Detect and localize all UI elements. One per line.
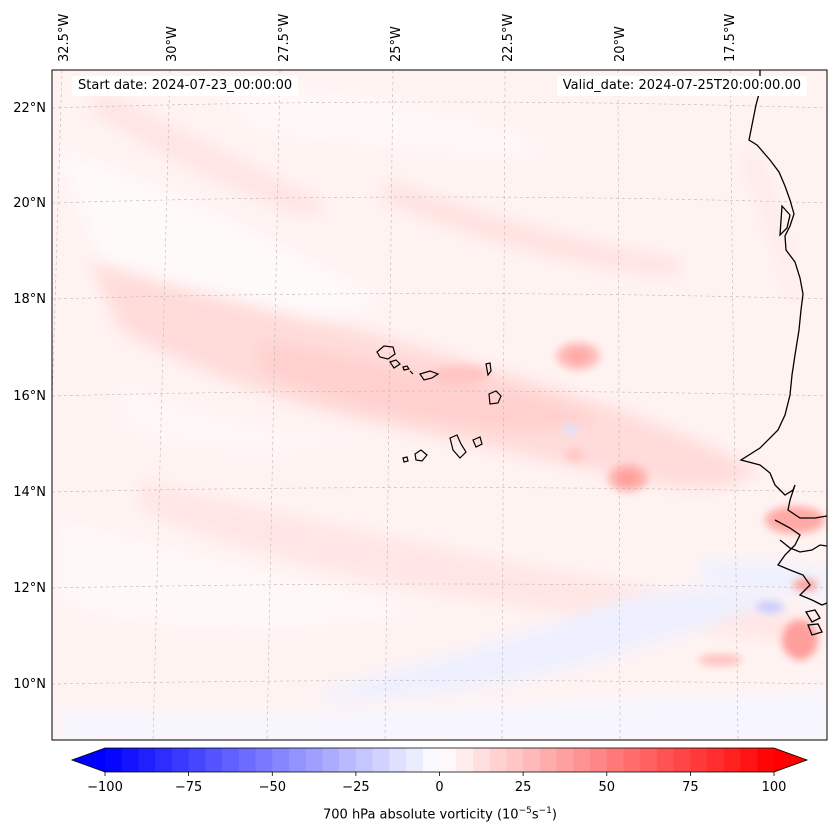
lat-label: 16°N (13, 389, 46, 404)
colorbar-segment (740, 748, 758, 772)
colorbar-ticks (104, 772, 775, 776)
colorbar-segment (539, 748, 557, 772)
colorbar-label-exp1: −5 (518, 806, 532, 816)
coastline-west-africa (739, 70, 827, 636)
start-date-label: Start date: 2024-07-23_00:00:00 (72, 76, 299, 96)
colorbar-segment (489, 748, 507, 772)
colorbar-segment (623, 748, 641, 772)
colorbar-segment (606, 748, 624, 772)
colorbar-segment (456, 748, 474, 772)
colorbar-segment (255, 748, 273, 772)
colorbar-segment (707, 748, 725, 772)
colorbar-segment (222, 748, 240, 772)
colorbar-segment (105, 748, 123, 772)
lon-label: 22.5°W (501, 14, 516, 62)
colorbar-segment (188, 748, 206, 772)
cape-verde-islands (376, 345, 502, 463)
colorbar-segment (472, 748, 491, 772)
colorbar-label-end: ) (551, 807, 557, 823)
longitude-labels: 32.5°W 30°W 27.5°W 25°W 22.5°W 20°W 17.5… (57, 14, 738, 62)
colorbar-label-exp2: −1 (538, 806, 552, 816)
lat-label: 14°N (13, 485, 46, 500)
colorbar-segment (640, 748, 658, 772)
colorbar-tick-labels: −100 −75 −50 −25 0 25 50 75 100 (87, 780, 786, 795)
colorbar-tick-label: 0 (435, 780, 443, 795)
colorbar-segment (322, 748, 340, 772)
colorbar-segment (723, 748, 741, 772)
colorbar-segment (272, 748, 290, 772)
colorbar-segment (656, 748, 675, 772)
lon-label: 20°W (613, 26, 628, 62)
colorbar-segment (573, 748, 591, 772)
colorbar-segment (406, 748, 424, 772)
lon-label: 17.5°W (723, 14, 738, 62)
lat-label: 10°N (13, 677, 46, 692)
colorbar-segment (305, 748, 323, 772)
colorbar-segment (523, 748, 541, 772)
colorbar-segment (288, 748, 307, 772)
colorbar-label-mid: s (531, 807, 539, 823)
colorbar-extend-low (72, 748, 105, 772)
colorbar-segment (590, 748, 608, 772)
lon-label: 25°W (389, 26, 404, 62)
colorbar-tick-label: −75 (175, 780, 202, 795)
colorbar-segments (105, 748, 775, 772)
colorbar-segment (171, 748, 190, 772)
colorbar-tick-label: 100 (762, 780, 787, 795)
colorbar-tick-label: −100 (87, 780, 123, 795)
colorbar-segment (690, 748, 708, 772)
lat-label: 22°N (13, 101, 46, 116)
lon-label: 30°W (165, 26, 180, 62)
colorbar-tick-label: −25 (342, 780, 369, 795)
colorbar-segment (673, 748, 691, 772)
lat-label: 18°N (13, 292, 46, 307)
colorbar-tick-label: 25 (515, 780, 532, 795)
colorbar-segment (422, 748, 440, 772)
colorbar-segment (439, 748, 457, 772)
vorticity-field (52, 70, 827, 740)
colorbar-segment (372, 748, 390, 772)
graticule (52, 70, 827, 740)
lat-label: 20°N (13, 196, 46, 211)
colorbar-segment (757, 748, 775, 772)
lon-label: 32.5°W (57, 14, 72, 62)
colorbar-tick-label: 75 (682, 780, 699, 795)
colorbar-segment (121, 748, 139, 772)
colorbar-extend-high (774, 748, 807, 772)
colorbar-segment (238, 748, 256, 772)
colorbar-segment (556, 748, 574, 772)
colorbar-segment (339, 748, 357, 772)
colorbar-label-main: 700 hPa absolute vorticity (10 (323, 807, 519, 823)
colorbar-label: 700 hPa absolute vorticity (10−5s−1) (0, 806, 837, 822)
map-frame (51, 69, 828, 741)
colorbar-tick-label: 50 (599, 780, 616, 795)
valid-date-label: Valid_date: 2024-07-25T20:00:00.00 (556, 76, 807, 96)
colorbar-segment (155, 748, 173, 772)
latitude-labels: 22°N 20°N 18°N 16°N 14°N 12°N 10°N (13, 101, 46, 692)
colorbar-segment (355, 748, 374, 772)
colorbar-segment (389, 748, 407, 772)
colorbar-segment (205, 748, 223, 772)
colorbar-segment (138, 748, 156, 772)
lon-label: 27.5°W (277, 14, 292, 62)
colorbar-segment (506, 748, 524, 772)
colorbar-tick-label: −50 (259, 780, 286, 795)
colorbar: −100 −75 −50 −25 0 25 50 75 100 (70, 747, 809, 795)
lat-label: 12°N (13, 581, 46, 596)
